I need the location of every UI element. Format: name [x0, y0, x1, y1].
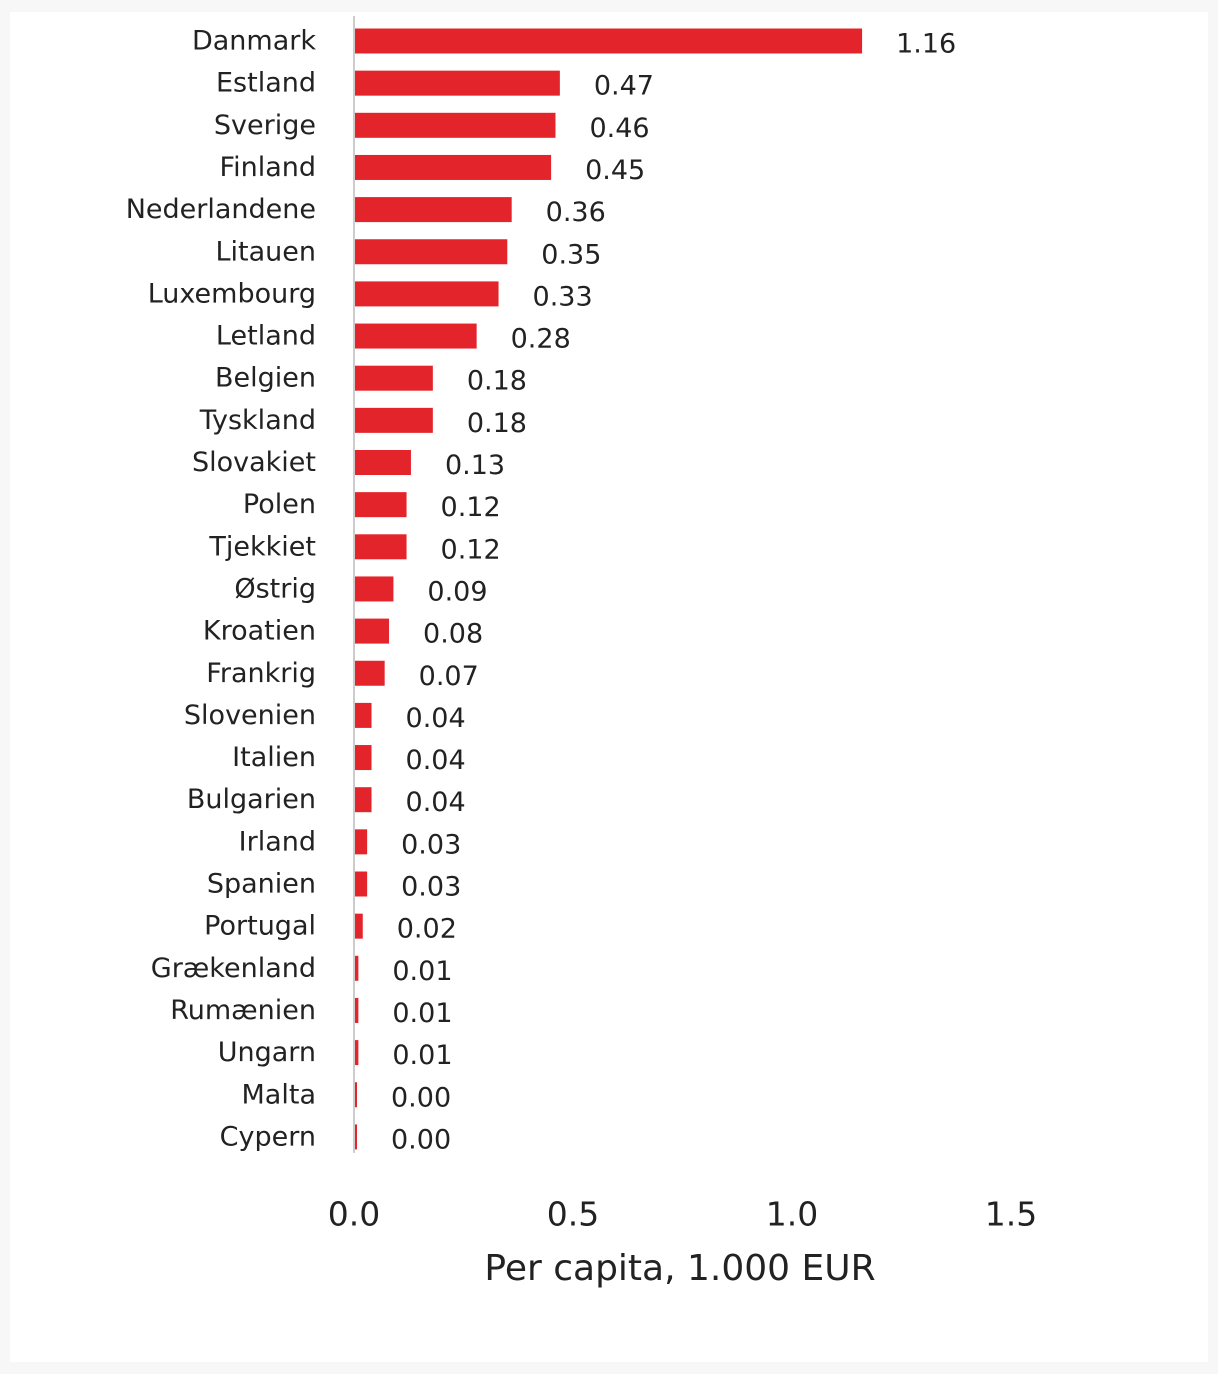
value-label: 0.47: [594, 71, 654, 102]
bar-sverige: [354, 112, 556, 138]
category-label: Estland: [216, 68, 316, 99]
value-label: 0.04: [406, 703, 466, 734]
category-label: Danmark: [192, 26, 316, 57]
category-label: Spanien: [207, 869, 316, 900]
category-label: Polen: [243, 489, 316, 520]
bar-grækenland: [354, 955, 359, 981]
category-label: Luxembourg: [148, 278, 316, 309]
value-label: 0.45: [585, 155, 645, 186]
bar-ungarn: [354, 1040, 359, 1066]
bar-frankrig: [354, 660, 385, 686]
value-label: 0.46: [589, 113, 649, 144]
bars-group: [354, 28, 863, 1150]
x-tick-labels-group: 0.0 0.5 1.0 1.5: [328, 1195, 1037, 1234]
bar-letland: [354, 323, 477, 349]
category-label: Nederlandene: [126, 194, 316, 225]
value-label: 0.18: [467, 366, 527, 397]
value-label: 0.03: [401, 872, 461, 903]
bar-tyskland: [354, 407, 433, 433]
value-label: 0.12: [441, 534, 501, 565]
bar-polen: [354, 492, 407, 518]
bar-østrig: [354, 576, 394, 602]
bar-rumænien: [354, 997, 359, 1023]
category-label: Malta: [242, 1079, 316, 1110]
value-label: 0.07: [419, 661, 479, 692]
category-label: Belgien: [215, 363, 316, 394]
bar-portugal: [354, 913, 363, 939]
category-label: Irland: [239, 826, 316, 857]
bar-chart: Danmark Estland Sverige Finland Nederlandene…: [126, 16, 1037, 1289]
category-label: Tyskland: [199, 405, 316, 436]
category-label: Slovakiet: [192, 447, 316, 478]
bar-danmark: [354, 28, 863, 54]
category-label: Litauen: [215, 236, 316, 267]
bar-nederlandene: [354, 197, 512, 223]
bar-kroatien: [354, 618, 390, 644]
category-label: Portugal: [204, 911, 316, 942]
bar-slovenien: [354, 702, 372, 728]
bar-litauen: [354, 239, 508, 265]
category-label: Tjekkiet: [208, 531, 316, 562]
x-tick-label: 1.0: [766, 1195, 818, 1234]
category-label: Kroatien: [203, 616, 316, 647]
category-label: Ungarn: [218, 1037, 316, 1068]
category-label: Italien: [232, 742, 316, 773]
category-label: Letland: [216, 321, 316, 352]
value-label: 0.01: [392, 956, 452, 987]
value-label: 0.04: [406, 787, 466, 818]
category-label: Rumænien: [170, 995, 316, 1026]
chart-frame: Danmark Estland Sverige Finland Nederlandene…: [10, 12, 1208, 1362]
value-label: 0.03: [401, 829, 461, 860]
x-axis-title: Per capita, 1.000 EUR: [484, 1248, 875, 1289]
value-label: 0.28: [511, 324, 571, 355]
category-label: Cypern: [220, 1121, 316, 1152]
bar-estland: [354, 70, 560, 96]
bar-tjekkiet: [354, 534, 407, 560]
value-label: 0.02: [397, 914, 457, 945]
bar-spanien: [354, 871, 368, 897]
category-label: Bulgarien: [187, 784, 316, 815]
bar-belgien: [354, 365, 433, 391]
category-label: Grækenland: [151, 953, 316, 984]
value-label: 0.01: [392, 1040, 452, 1071]
bar-cypern: [354, 1124, 357, 1150]
category-label: Frankrig: [206, 658, 316, 689]
value-labels-group: 1.16 0.47 0.46 0.45 0.36 0.35 0.33 0.28 0.18 0.18…: [391, 29, 956, 1156]
bar-slovakiet: [354, 450, 411, 475]
x-tick-label: 1.5: [985, 1195, 1037, 1234]
x-tick-label: 0.0: [328, 1195, 380, 1234]
value-label: 0.04: [406, 745, 466, 776]
bar-malta: [354, 1082, 357, 1108]
category-label: Slovenien: [184, 700, 316, 731]
category-label: Finland: [220, 152, 316, 183]
x-tick-label: 0.5: [547, 1195, 599, 1234]
bar-bulgarien: [354, 787, 372, 813]
value-label: 0.01: [392, 998, 452, 1029]
value-label: 0.36: [546, 197, 606, 228]
category-label: Østrig: [234, 573, 316, 604]
value-label: 0.09: [427, 576, 487, 607]
value-label: 0.12: [441, 492, 501, 523]
bar-finland: [354, 154, 552, 180]
bar-italien: [354, 745, 372, 771]
value-label: 0.33: [533, 281, 593, 312]
value-label: 0.00: [391, 1124, 451, 1155]
value-label: 0.00: [391, 1082, 451, 1113]
category-labels-group: Danmark Estland Sverige Finland Nederlandene…: [126, 26, 317, 1153]
value-label: 0.13: [445, 450, 505, 481]
value-label: 0.08: [423, 619, 483, 650]
value-label: 1.16: [896, 29, 956, 60]
bar-luxembourg: [354, 281, 499, 307]
value-label: 0.18: [467, 408, 527, 439]
category-label: Sverige: [214, 110, 316, 141]
value-label: 0.35: [541, 239, 601, 270]
bar-irland: [354, 829, 368, 855]
